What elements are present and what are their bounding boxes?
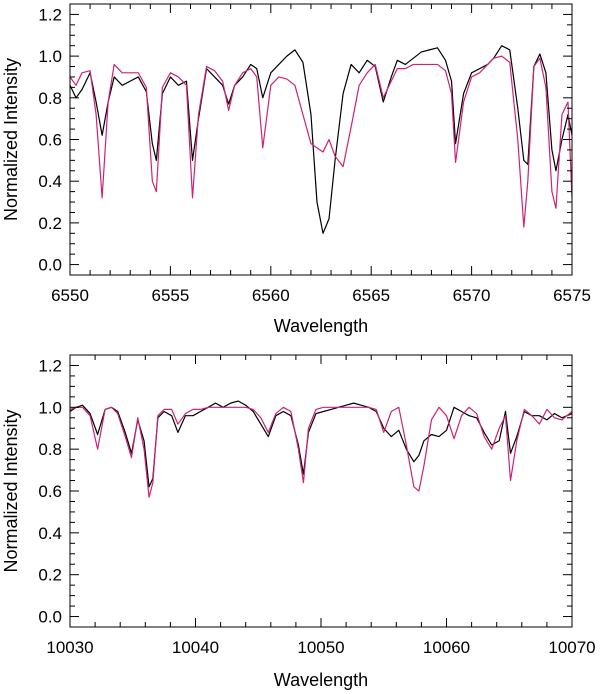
plot-frame bbox=[69, 354, 573, 628]
x-tick-label: 10040 bbox=[172, 638, 219, 657]
x-tick-label: 6570 bbox=[453, 286, 491, 305]
series-line-observed bbox=[70, 400, 572, 488]
top-spectrum-panel: 6550 6555 6560 6565 6570 6575 0.0 0.2 0.4 0.6 0.8 1… bbox=[1, 3, 591, 336]
x-tick-label: 6565 bbox=[352, 286, 390, 305]
series-line-model bbox=[70, 55, 572, 228]
y-tick-label: 0.0 bbox=[38, 608, 62, 627]
x-tick-label: 6575 bbox=[553, 286, 591, 305]
x-tick-label: 10050 bbox=[297, 638, 344, 657]
x-tick-label: 6555 bbox=[151, 286, 189, 305]
y-tick-label: 0.6 bbox=[38, 482, 62, 501]
x-tick-label: 10030 bbox=[46, 638, 93, 657]
bottom-spectrum-panel: 10030 10040 10050 10060 10070 0.0 0.2 0.4 0.6 0.8… bbox=[1, 354, 596, 690]
y-tick-label: 1.0 bbox=[38, 398, 62, 417]
x-tick-label: 6550 bbox=[51, 286, 89, 305]
y-tick-label: 0.4 bbox=[38, 172, 62, 191]
plot-frame bbox=[69, 3, 573, 276]
y-tick-label: 1.2 bbox=[38, 5, 62, 24]
x-axis-title: Wavelength bbox=[274, 670, 368, 690]
x-tick-label: 10070 bbox=[548, 638, 595, 657]
x-axis-title: Wavelength bbox=[274, 316, 368, 336]
y-tick-label: 0.8 bbox=[38, 440, 62, 459]
y-axis-title: Normalized Intensity bbox=[1, 58, 21, 221]
series-line-observed bbox=[70, 45, 572, 234]
y-tick-label: 0.0 bbox=[38, 256, 62, 275]
y-tick-label: 0.2 bbox=[38, 214, 62, 233]
y-axis-title: Normalized Intensity bbox=[1, 409, 21, 572]
x-tick-label: 10060 bbox=[423, 638, 470, 657]
y-tick-label: 1.2 bbox=[38, 356, 62, 375]
x-tick-label: 6560 bbox=[252, 286, 290, 305]
series-line-model bbox=[70, 406, 572, 498]
y-tick-label: 0.8 bbox=[38, 89, 62, 108]
y-tick-label: 1.0 bbox=[38, 47, 62, 66]
y-tick-label: 0.2 bbox=[38, 566, 62, 585]
y-tick-label: 0.4 bbox=[38, 524, 62, 543]
y-tick-label: 0.6 bbox=[38, 131, 62, 150]
